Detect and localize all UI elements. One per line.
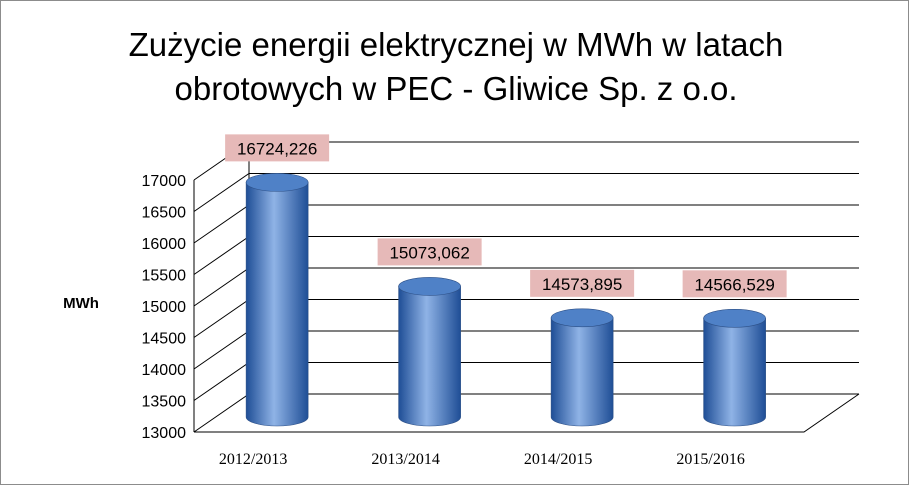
data-label: 15073,062	[377, 238, 482, 266]
data-label-box	[682, 270, 787, 298]
bar-body	[245, 182, 309, 427]
floor-edge	[194, 393, 860, 433]
bar-2014/2015	[550, 308, 614, 427]
data-label-box	[530, 269, 635, 297]
x-tick-label: 2015/2016	[676, 451, 744, 468]
data-label-text: 14573,895	[542, 275, 622, 294]
bar-2012/2013	[245, 173, 309, 427]
data-label: 14566,529	[682, 270, 787, 298]
bars-layer	[245, 173, 766, 427]
y-tick-label: 15500	[142, 268, 187, 285]
data-label-box	[377, 238, 482, 266]
bar-body	[703, 318, 766, 427]
bar-2013/2014	[398, 277, 461, 427]
y-tick-label: 14500	[142, 331, 187, 348]
data-labels: 16724,226 15073,062 14573,895 14566,529	[225, 134, 787, 298]
chart-title-line-2: obrotowych w PEC - Gliwice Sp. z o.o.	[174, 70, 737, 107]
x-tick-labels: 2012/2013 2013/2014 2014/2015 2015/2016	[219, 451, 745, 468]
data-label-text: 14566,529	[694, 275, 774, 294]
y-tick-label: 16500	[142, 205, 187, 222]
y-tick-label: 14000	[142, 362, 187, 379]
chart-title-line-1: Zużycie energii elektrycznej w MWh w lat…	[129, 26, 784, 63]
bar-top	[550, 308, 614, 328]
data-label: 14573,895	[530, 269, 635, 297]
x-tick-label: 2013/2014	[371, 451, 439, 468]
bar-top	[245, 173, 309, 192]
bar-body	[550, 317, 614, 427]
y-tick-label: 17000	[142, 173, 187, 190]
bar-top	[703, 309, 766, 328]
data-label-text: 15073,062	[389, 243, 469, 262]
x-tick-label: 2014/2015	[524, 451, 592, 468]
y-tick-label: 16000	[142, 236, 187, 253]
data-label: 16724,226	[225, 134, 330, 162]
bar-top	[398, 277, 461, 296]
x-tick-label: 2012/2013	[219, 451, 287, 468]
y-tick-label: 13000	[142, 425, 187, 442]
data-label-text: 16724,226	[237, 139, 317, 158]
y-tick-label: 15000	[142, 299, 187, 316]
y-axis-label: MWh	[63, 295, 99, 312]
bar-body	[398, 286, 461, 427]
y-tick-labels: 13000 13500 14000 14500 15000 15500 16000 16500…	[142, 173, 187, 442]
y-tick-label: 13500	[142, 394, 187, 411]
bar-2015/2016	[703, 309, 766, 427]
data-label-box	[225, 134, 330, 162]
